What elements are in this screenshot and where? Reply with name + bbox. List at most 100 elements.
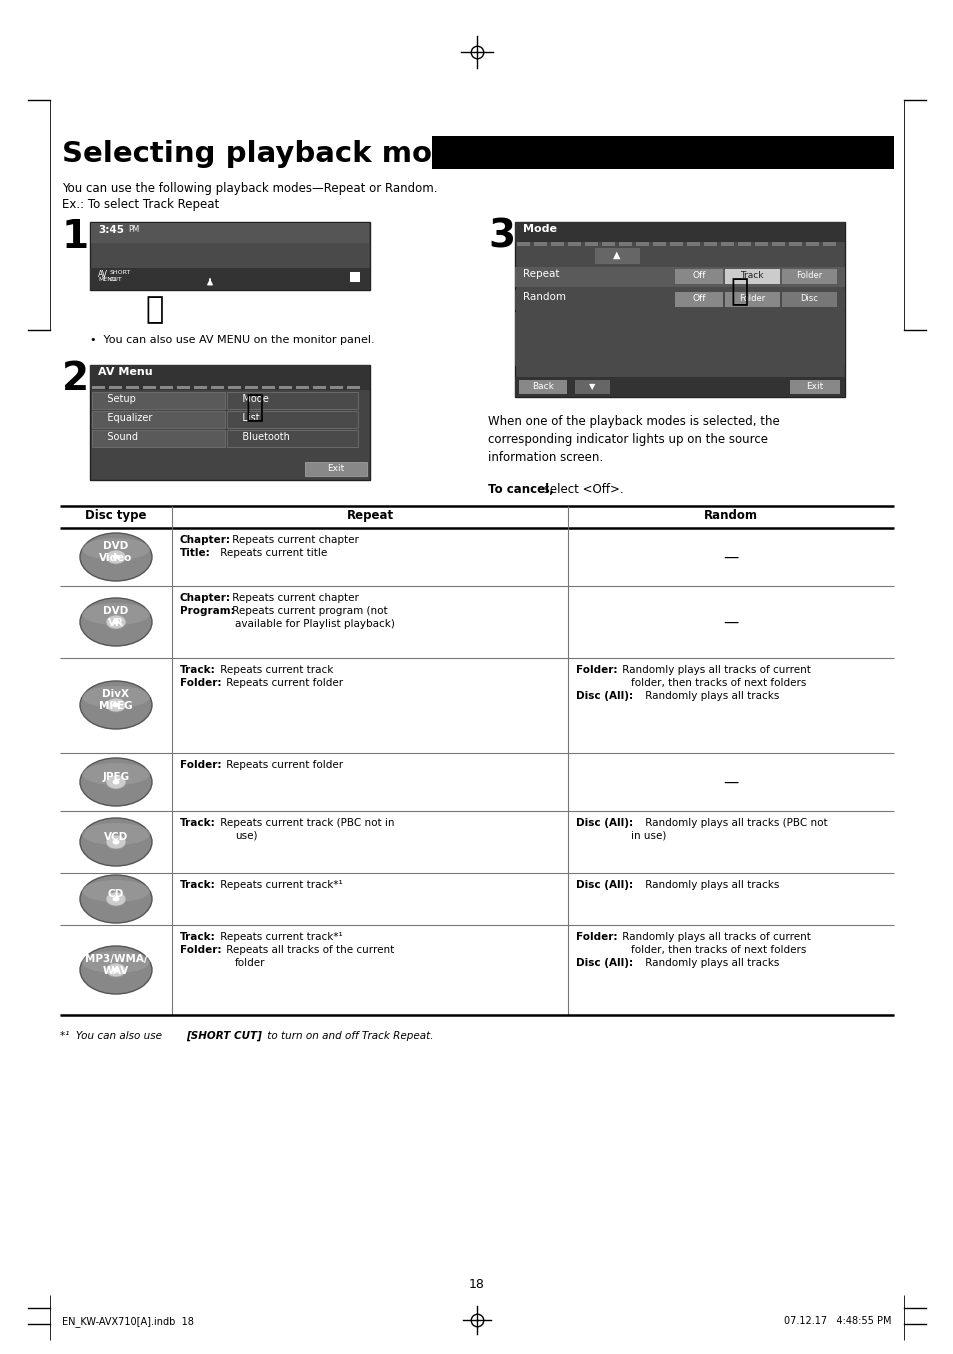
Text: Folder: Folder bbox=[739, 294, 764, 303]
Ellipse shape bbox=[112, 555, 119, 559]
Bar bbox=[601, 242, 615, 246]
Bar bbox=[90, 366, 370, 385]
Bar bbox=[789, 380, 840, 394]
Ellipse shape bbox=[82, 538, 150, 561]
Text: Repeats current track*¹: Repeats current track*¹ bbox=[216, 880, 342, 890]
Bar bbox=[91, 412, 225, 428]
Text: 07.12.17   4:48:55 PM: 07.12.17 4:48:55 PM bbox=[783, 1316, 891, 1326]
Bar bbox=[515, 222, 844, 242]
Bar bbox=[91, 393, 225, 409]
Bar bbox=[90, 366, 370, 481]
Bar bbox=[313, 386, 326, 389]
Ellipse shape bbox=[112, 703, 119, 708]
Text: Off: Off bbox=[692, 271, 705, 280]
Bar bbox=[227, 412, 357, 428]
Bar bbox=[515, 311, 844, 330]
Bar bbox=[90, 268, 370, 290]
Bar bbox=[515, 267, 844, 287]
Bar bbox=[675, 269, 722, 284]
Text: —: — bbox=[722, 615, 738, 630]
Ellipse shape bbox=[82, 603, 150, 626]
Text: Repeats current program (not: Repeats current program (not bbox=[229, 607, 387, 616]
Text: VCD: VCD bbox=[104, 831, 128, 842]
Text: 1: 1 bbox=[62, 218, 89, 256]
Text: Repeats current chapter: Repeats current chapter bbox=[229, 593, 358, 603]
Bar bbox=[738, 242, 750, 246]
Ellipse shape bbox=[82, 686, 150, 708]
Bar bbox=[636, 242, 648, 246]
Ellipse shape bbox=[80, 681, 152, 728]
Bar bbox=[781, 269, 836, 284]
Text: Chapter:: Chapter: bbox=[180, 535, 231, 546]
Text: use): use) bbox=[234, 831, 257, 841]
Text: Track:: Track: bbox=[180, 665, 215, 676]
Text: Repeat: Repeat bbox=[346, 509, 394, 523]
Text: MENU: MENU bbox=[98, 278, 116, 282]
Ellipse shape bbox=[106, 615, 126, 630]
Ellipse shape bbox=[112, 839, 119, 845]
Text: Folder:: Folder: bbox=[180, 945, 221, 955]
Text: To cancel,: To cancel, bbox=[488, 483, 553, 496]
Text: Random: Random bbox=[703, 509, 758, 523]
Bar bbox=[788, 242, 801, 246]
Text: When one of the playback modes is selected, the
corresponding indicator lights u: When one of the playback modes is select… bbox=[488, 414, 779, 464]
Text: JPEG: JPEG bbox=[102, 772, 130, 783]
Bar bbox=[703, 242, 717, 246]
Text: Folder:: Folder: bbox=[576, 665, 617, 676]
Ellipse shape bbox=[80, 875, 152, 923]
Bar bbox=[686, 242, 700, 246]
Text: Mode: Mode bbox=[522, 223, 557, 234]
Text: Folder:: Folder: bbox=[180, 760, 221, 770]
Bar bbox=[515, 348, 844, 366]
Bar bbox=[771, 242, 784, 246]
Text: MPEG: MPEG bbox=[99, 701, 132, 711]
Bar bbox=[575, 380, 609, 394]
Text: *¹  You can also use: *¹ You can also use bbox=[60, 1030, 169, 1041]
Text: Repeats current track*¹: Repeats current track*¹ bbox=[216, 932, 342, 942]
Bar bbox=[193, 386, 207, 389]
Ellipse shape bbox=[112, 968, 119, 972]
Text: Program:: Program: bbox=[180, 607, 234, 616]
Text: Setup: Setup bbox=[98, 394, 135, 403]
Bar bbox=[675, 292, 722, 307]
Text: •  You can also use AV MENU on the monitor panel.: • You can also use AV MENU on the monito… bbox=[90, 334, 375, 345]
Bar bbox=[90, 222, 370, 290]
Text: List: List bbox=[233, 413, 259, 422]
Text: Randomly plays all tracks of current: Randomly plays all tracks of current bbox=[618, 665, 810, 676]
Text: DivX: DivX bbox=[102, 689, 130, 699]
Text: folder, then tracks of next folders: folder, then tracks of next folders bbox=[630, 945, 805, 955]
Ellipse shape bbox=[106, 963, 126, 978]
Ellipse shape bbox=[112, 896, 119, 902]
Text: Disc (All):: Disc (All): bbox=[576, 691, 633, 701]
Bar bbox=[109, 386, 122, 389]
Ellipse shape bbox=[80, 946, 152, 994]
Ellipse shape bbox=[82, 764, 150, 785]
Bar bbox=[211, 386, 224, 389]
Text: ✋: ✋ bbox=[145, 295, 163, 324]
Bar bbox=[534, 242, 546, 246]
Text: ✋: ✋ bbox=[245, 393, 263, 422]
Bar bbox=[177, 386, 190, 389]
Bar bbox=[262, 386, 274, 389]
Text: PM: PM bbox=[128, 225, 139, 234]
Bar bbox=[350, 272, 359, 282]
Text: DVD: DVD bbox=[103, 542, 129, 551]
Bar bbox=[584, 242, 598, 246]
Text: EN_KW-AVX710[A].indb  18: EN_KW-AVX710[A].indb 18 bbox=[62, 1316, 193, 1327]
Text: 3:45: 3:45 bbox=[98, 225, 124, 236]
Text: Repeats current chapter: Repeats current chapter bbox=[229, 535, 358, 546]
Text: DVD: DVD bbox=[103, 607, 129, 616]
Text: Randomly plays all tracks: Randomly plays all tracks bbox=[641, 959, 779, 968]
Text: Disc (All):: Disc (All): bbox=[576, 959, 633, 968]
Text: Track: Track bbox=[740, 271, 763, 280]
Bar bbox=[618, 242, 631, 246]
Text: folder, then tracks of next folders: folder, then tracks of next folders bbox=[630, 678, 805, 688]
Ellipse shape bbox=[106, 892, 126, 906]
Text: Track:: Track: bbox=[180, 880, 215, 890]
Ellipse shape bbox=[82, 880, 150, 902]
Text: Folder: Folder bbox=[795, 271, 821, 280]
Text: —: — bbox=[722, 774, 738, 789]
Text: —: — bbox=[722, 550, 738, 565]
Text: Video: Video bbox=[99, 552, 132, 563]
Text: Random: Random bbox=[522, 292, 565, 302]
